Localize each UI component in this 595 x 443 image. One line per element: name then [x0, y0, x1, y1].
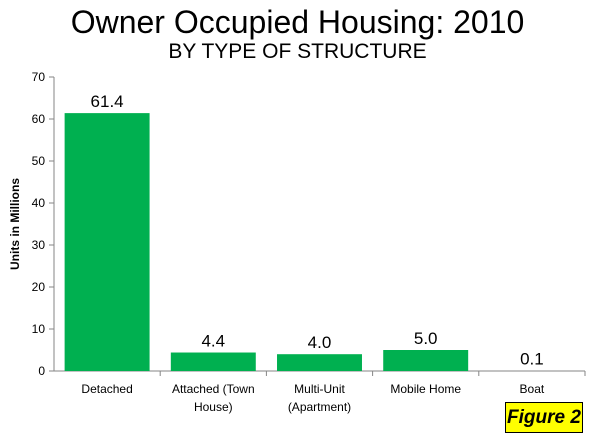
y-tick-label: 50: [32, 154, 46, 168]
category-label-2: (Apartment): [288, 400, 351, 414]
chart-subtitle: BY TYPE OF STRUCTURE: [168, 40, 427, 63]
y-tick-label: 10: [32, 322, 46, 336]
bar-3: [383, 350, 469, 371]
figure-badge: Figure 2: [505, 402, 583, 433]
data-label-4: 0.1: [520, 350, 544, 369]
y-axis-label: Units in Millions: [8, 178, 22, 270]
category-label-2: Multi-Unit: [294, 382, 345, 396]
y-tick-label: 0: [38, 364, 45, 378]
data-label-2: 4.0: [308, 333, 332, 352]
bar-0: [64, 113, 150, 372]
category-label-1: House): [194, 400, 233, 414]
data-label-0: 61.4: [91, 92, 124, 111]
bar-1: [170, 352, 256, 371]
data-label-1: 4.4: [201, 332, 225, 351]
y-tick-label: 60: [32, 112, 46, 126]
bar-2: [277, 354, 362, 371]
y-tick-label: 70: [32, 70, 46, 84]
y-tick-label: 30: [32, 238, 46, 252]
category-label-4: Boat: [520, 382, 545, 396]
category-label-3: Mobile Home: [390, 382, 461, 396]
category-label-0: Detached: [81, 382, 132, 396]
y-tick-label: 40: [32, 196, 46, 210]
category-label-1: Attached (Town: [172, 382, 255, 396]
chart-title: Owner Occupied Housing: 2010: [70, 4, 525, 40]
data-label-3: 5.0: [414, 329, 438, 348]
y-tick-label: 20: [32, 280, 46, 294]
